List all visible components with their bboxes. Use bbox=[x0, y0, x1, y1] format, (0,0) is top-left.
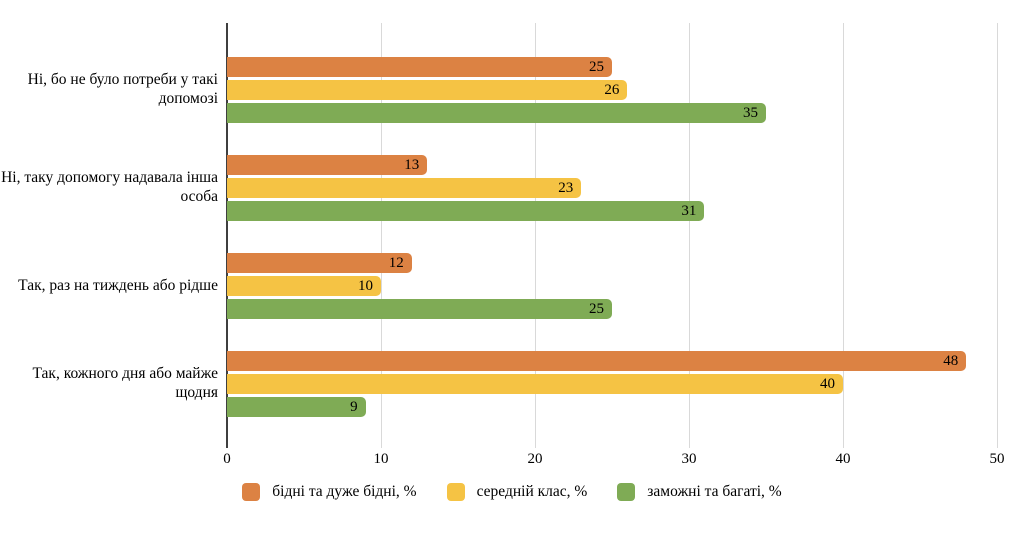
legend-swatch bbox=[242, 483, 261, 501]
category-label: Ні, таку допомогу надавала інша особа bbox=[1, 169, 218, 205]
legend-item: заможні та багаті, % bbox=[617, 483, 782, 501]
legend-item: бідні та дуже бідні, % bbox=[242, 483, 417, 501]
bar-value-label: 10 bbox=[358, 277, 373, 294]
bar-value-label: 35 bbox=[743, 104, 758, 121]
bar-series-2: 9 bbox=[227, 397, 366, 417]
gridline bbox=[381, 23, 382, 448]
legend: бідні та дуже бідні, % середній клас, % за… bbox=[0, 483, 1024, 501]
bar-value-label: 26 bbox=[604, 81, 620, 98]
bar-groups: Ні, бо не було потреби у такі допомозі 25… bbox=[0, 23, 997, 448]
bar-series-1: 40 bbox=[227, 374, 843, 394]
x-tick-label: 40 bbox=[835, 451, 851, 467]
category-label: Так, кожного дня або майже щодня bbox=[32, 365, 218, 401]
category-label: Ні, бо не було потреби у такі допомозі bbox=[27, 71, 218, 107]
bar-group: Так, раз на тиждень або рідше 12 10 25 bbox=[0, 237, 997, 335]
x-tick-label: 20 bbox=[527, 451, 543, 467]
x-tick-label: 30 bbox=[681, 451, 697, 467]
bar-group: Так, кожного дня або майже щодня 48 40 9 bbox=[0, 335, 997, 433]
legend-item: середній клас, % bbox=[446, 483, 588, 501]
gridline bbox=[997, 23, 998, 448]
bar-series-0: 13 bbox=[227, 155, 428, 175]
bar-value-label: 40 bbox=[820, 375, 835, 392]
bar-group: Ні, бо не було потреби у такі допомозі 25… bbox=[0, 41, 997, 139]
bar-group: Ні, таку допомогу надавала інша особа 13 2… bbox=[0, 139, 997, 237]
legend-swatch bbox=[446, 483, 465, 501]
x-tick-label: 50 bbox=[989, 451, 1005, 467]
bar-value-label: 48 bbox=[943, 352, 959, 369]
bar-series-1: 10 bbox=[227, 276, 381, 296]
legend-label: середній клас, % bbox=[476, 483, 588, 500]
bar-value-label: 25 bbox=[589, 300, 604, 317]
bar-value-label: 25 bbox=[589, 58, 604, 75]
bar-value-label: 9 bbox=[350, 398, 358, 415]
legend-swatch bbox=[617, 483, 636, 501]
bar-value-label: 31 bbox=[681, 202, 697, 219]
bar-value-label: 23 bbox=[558, 179, 574, 196]
legend-label: заможні та багаті, % bbox=[647, 483, 782, 500]
bar-value-label: 13 bbox=[404, 156, 420, 173]
gridline bbox=[689, 23, 690, 448]
x-axis: 0 10 20 30 40 50 bbox=[223, 451, 1004, 473]
plot-grid bbox=[226, 23, 998, 448]
x-tick-label: 0 bbox=[223, 451, 231, 467]
bar-value-label: 12 bbox=[388, 254, 404, 271]
y-axis-line bbox=[226, 23, 228, 448]
bar-series-1: 23 bbox=[227, 178, 582, 198]
x-tick-label: 10 bbox=[373, 451, 389, 467]
bar-series-2: 35 bbox=[227, 103, 766, 123]
bar-series-2: 25 bbox=[227, 299, 612, 319]
gridline bbox=[843, 23, 844, 448]
gridline bbox=[535, 23, 536, 448]
category-label: Так, раз на тиждень або рідше bbox=[18, 276, 218, 294]
bar-series-0: 48 bbox=[227, 351, 967, 371]
legend-label: бідні та дуже бідні, % bbox=[272, 483, 417, 500]
bar-series-2: 31 bbox=[227, 201, 705, 221]
bar-series-1: 26 bbox=[227, 80, 628, 100]
bar-series-0: 12 bbox=[227, 253, 412, 273]
bar-series-0: 25 bbox=[227, 57, 612, 77]
